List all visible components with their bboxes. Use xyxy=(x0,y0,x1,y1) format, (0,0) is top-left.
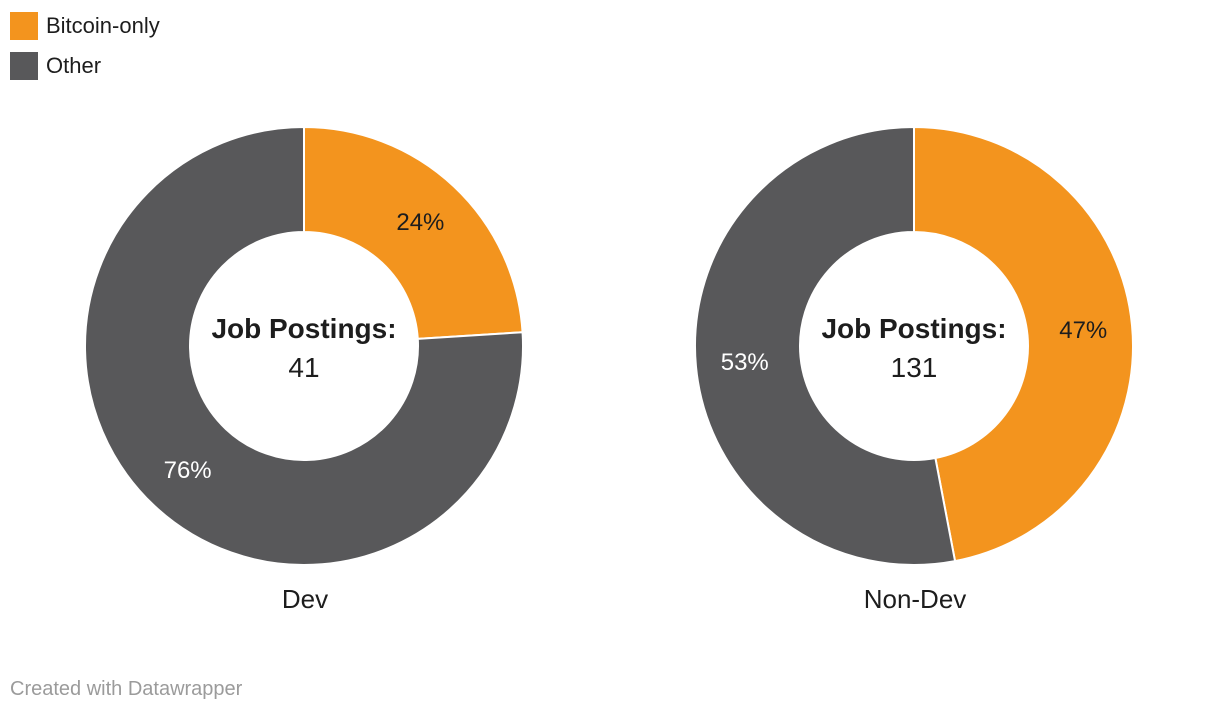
slice-label: 47% xyxy=(1059,317,1107,344)
legend-label: Other xyxy=(46,53,102,78)
chart-block-dev: 24% 76% Job Postings: 41 Dev xyxy=(84,126,524,614)
pie-slice-other[interactable] xyxy=(694,126,957,566)
donut-center-title: Job Postings: xyxy=(211,313,396,344)
legend-label: Bitcoin-only xyxy=(46,13,160,38)
pie-slice-bitcoin-only[interactable] xyxy=(913,126,1134,563)
donut-center-title: Job Postings: xyxy=(821,313,1006,344)
pie-slice-other[interactable] xyxy=(84,126,524,566)
legend-swatch xyxy=(10,12,38,40)
legend-item: Bitcoin-only xyxy=(10,12,160,40)
donut-center-value: 41 xyxy=(288,352,319,383)
slice-label: 24% xyxy=(396,209,444,236)
legend-item: Other xyxy=(10,52,160,80)
chart-title: Non-Dev xyxy=(863,584,967,614)
slice-label: 76% xyxy=(164,457,212,484)
legend-swatch xyxy=(10,52,38,80)
chart-block-nondev: 47% 53% Job Postings: 131 Non-Dev xyxy=(610,0,1220,714)
donut-center-value: 131 xyxy=(891,352,938,383)
chart-title: Dev xyxy=(281,584,329,614)
datawrapper-credit[interactable]: Created with Datawrapper xyxy=(10,678,243,700)
legend: Bitcoin-only Other xyxy=(10,12,160,80)
donut-chart: 24% 76% Job Postings: 41 xyxy=(84,126,524,566)
pie-slice-bitcoin-only[interactable] xyxy=(303,126,524,340)
donut-chart: 47% 53% Job Postings: 131 xyxy=(694,126,1134,566)
slice-label: 53% xyxy=(721,349,769,376)
